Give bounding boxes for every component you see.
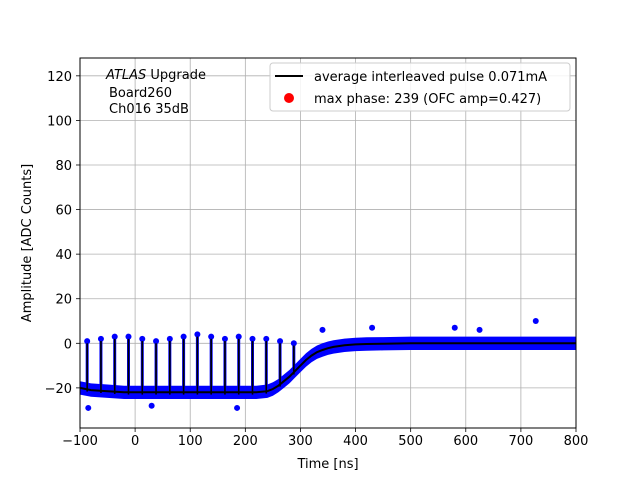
scatter-point <box>85 404 92 411</box>
x-tick-label: −100 <box>62 434 98 449</box>
annotation-channel: Ch016 35dB <box>109 102 189 117</box>
scatter-point <box>263 335 270 342</box>
scatter-point <box>125 333 132 340</box>
y-tick-label: −20 <box>45 382 72 397</box>
y-tick-label: 80 <box>55 159 72 174</box>
y-tick-label: 120 <box>47 70 72 85</box>
x-axis-label: Time [ns] <box>296 457 358 472</box>
axes-frame <box>79 57 577 429</box>
scatter-point <box>139 335 146 342</box>
y-tick-label: 100 <box>47 114 72 129</box>
scatter-point <box>290 340 297 347</box>
atlas-annotation: ATLAS Upgrade Board260 Ch016 35dB <box>105 68 206 117</box>
scatter-point <box>234 404 241 411</box>
annotation-atlas: ATLAS <box>105 68 146 83</box>
scatter-point <box>451 324 458 331</box>
scatter-point <box>221 335 228 342</box>
scatter-point <box>369 324 376 331</box>
scatter-point <box>277 338 284 345</box>
legend-marker-max-phase <box>284 93 294 103</box>
y-tick-label: 60 <box>55 204 72 219</box>
annotation-upgrade: Upgrade <box>146 68 206 83</box>
legend: average interleaved pulse 0.071mA max ph… <box>269 62 571 112</box>
scatter-point <box>84 338 91 345</box>
x-tick-label: 800 <box>564 434 589 449</box>
scatter-point <box>111 333 118 340</box>
x-tick-label: 400 <box>343 434 368 449</box>
x-tick-label: 0 <box>131 434 139 449</box>
legend-box <box>269 62 571 112</box>
legend-label-average-pulse: average interleaved pulse 0.071mA <box>314 70 547 85</box>
scatter-point <box>235 333 242 340</box>
scatter-point <box>153 338 160 345</box>
y-tick-label: 0 <box>64 337 72 352</box>
y-tick-label: 20 <box>55 293 72 308</box>
ticks: −100 0 100 200 300 400 500 600 700 800 −20 0 20 40 60 8… <box>45 70 589 449</box>
data-layer <box>79 318 576 411</box>
x-tick-label: 200 <box>233 434 258 449</box>
x-tick-label: 700 <box>508 434 533 449</box>
x-tick-label: 300 <box>288 434 313 449</box>
scatter-point <box>476 326 483 333</box>
y-axis-label: Amplitude [ADC Counts] <box>20 164 35 322</box>
scatter-point <box>180 333 187 340</box>
scatter-point <box>194 331 201 338</box>
legend-label-max-phase: max phase: 239 (OFC amp=0.427) <box>314 92 541 107</box>
scatter-point <box>208 333 215 340</box>
scatter-point <box>97 335 104 342</box>
scatter-point <box>249 335 256 342</box>
x-tick-label: 100 <box>178 434 203 449</box>
scatter-point <box>148 402 155 409</box>
scatter-point <box>319 326 326 333</box>
scatter-point <box>166 335 173 342</box>
annotation-board: Board260 <box>109 86 172 101</box>
average-pulse-line <box>79 342 576 394</box>
scatter-point <box>532 318 539 325</box>
y-tick-label: 40 <box>55 248 72 263</box>
x-tick-label: 500 <box>398 434 423 449</box>
annotation-line-1: ATLAS Upgrade <box>105 68 206 83</box>
x-tick-label: 600 <box>453 434 478 449</box>
